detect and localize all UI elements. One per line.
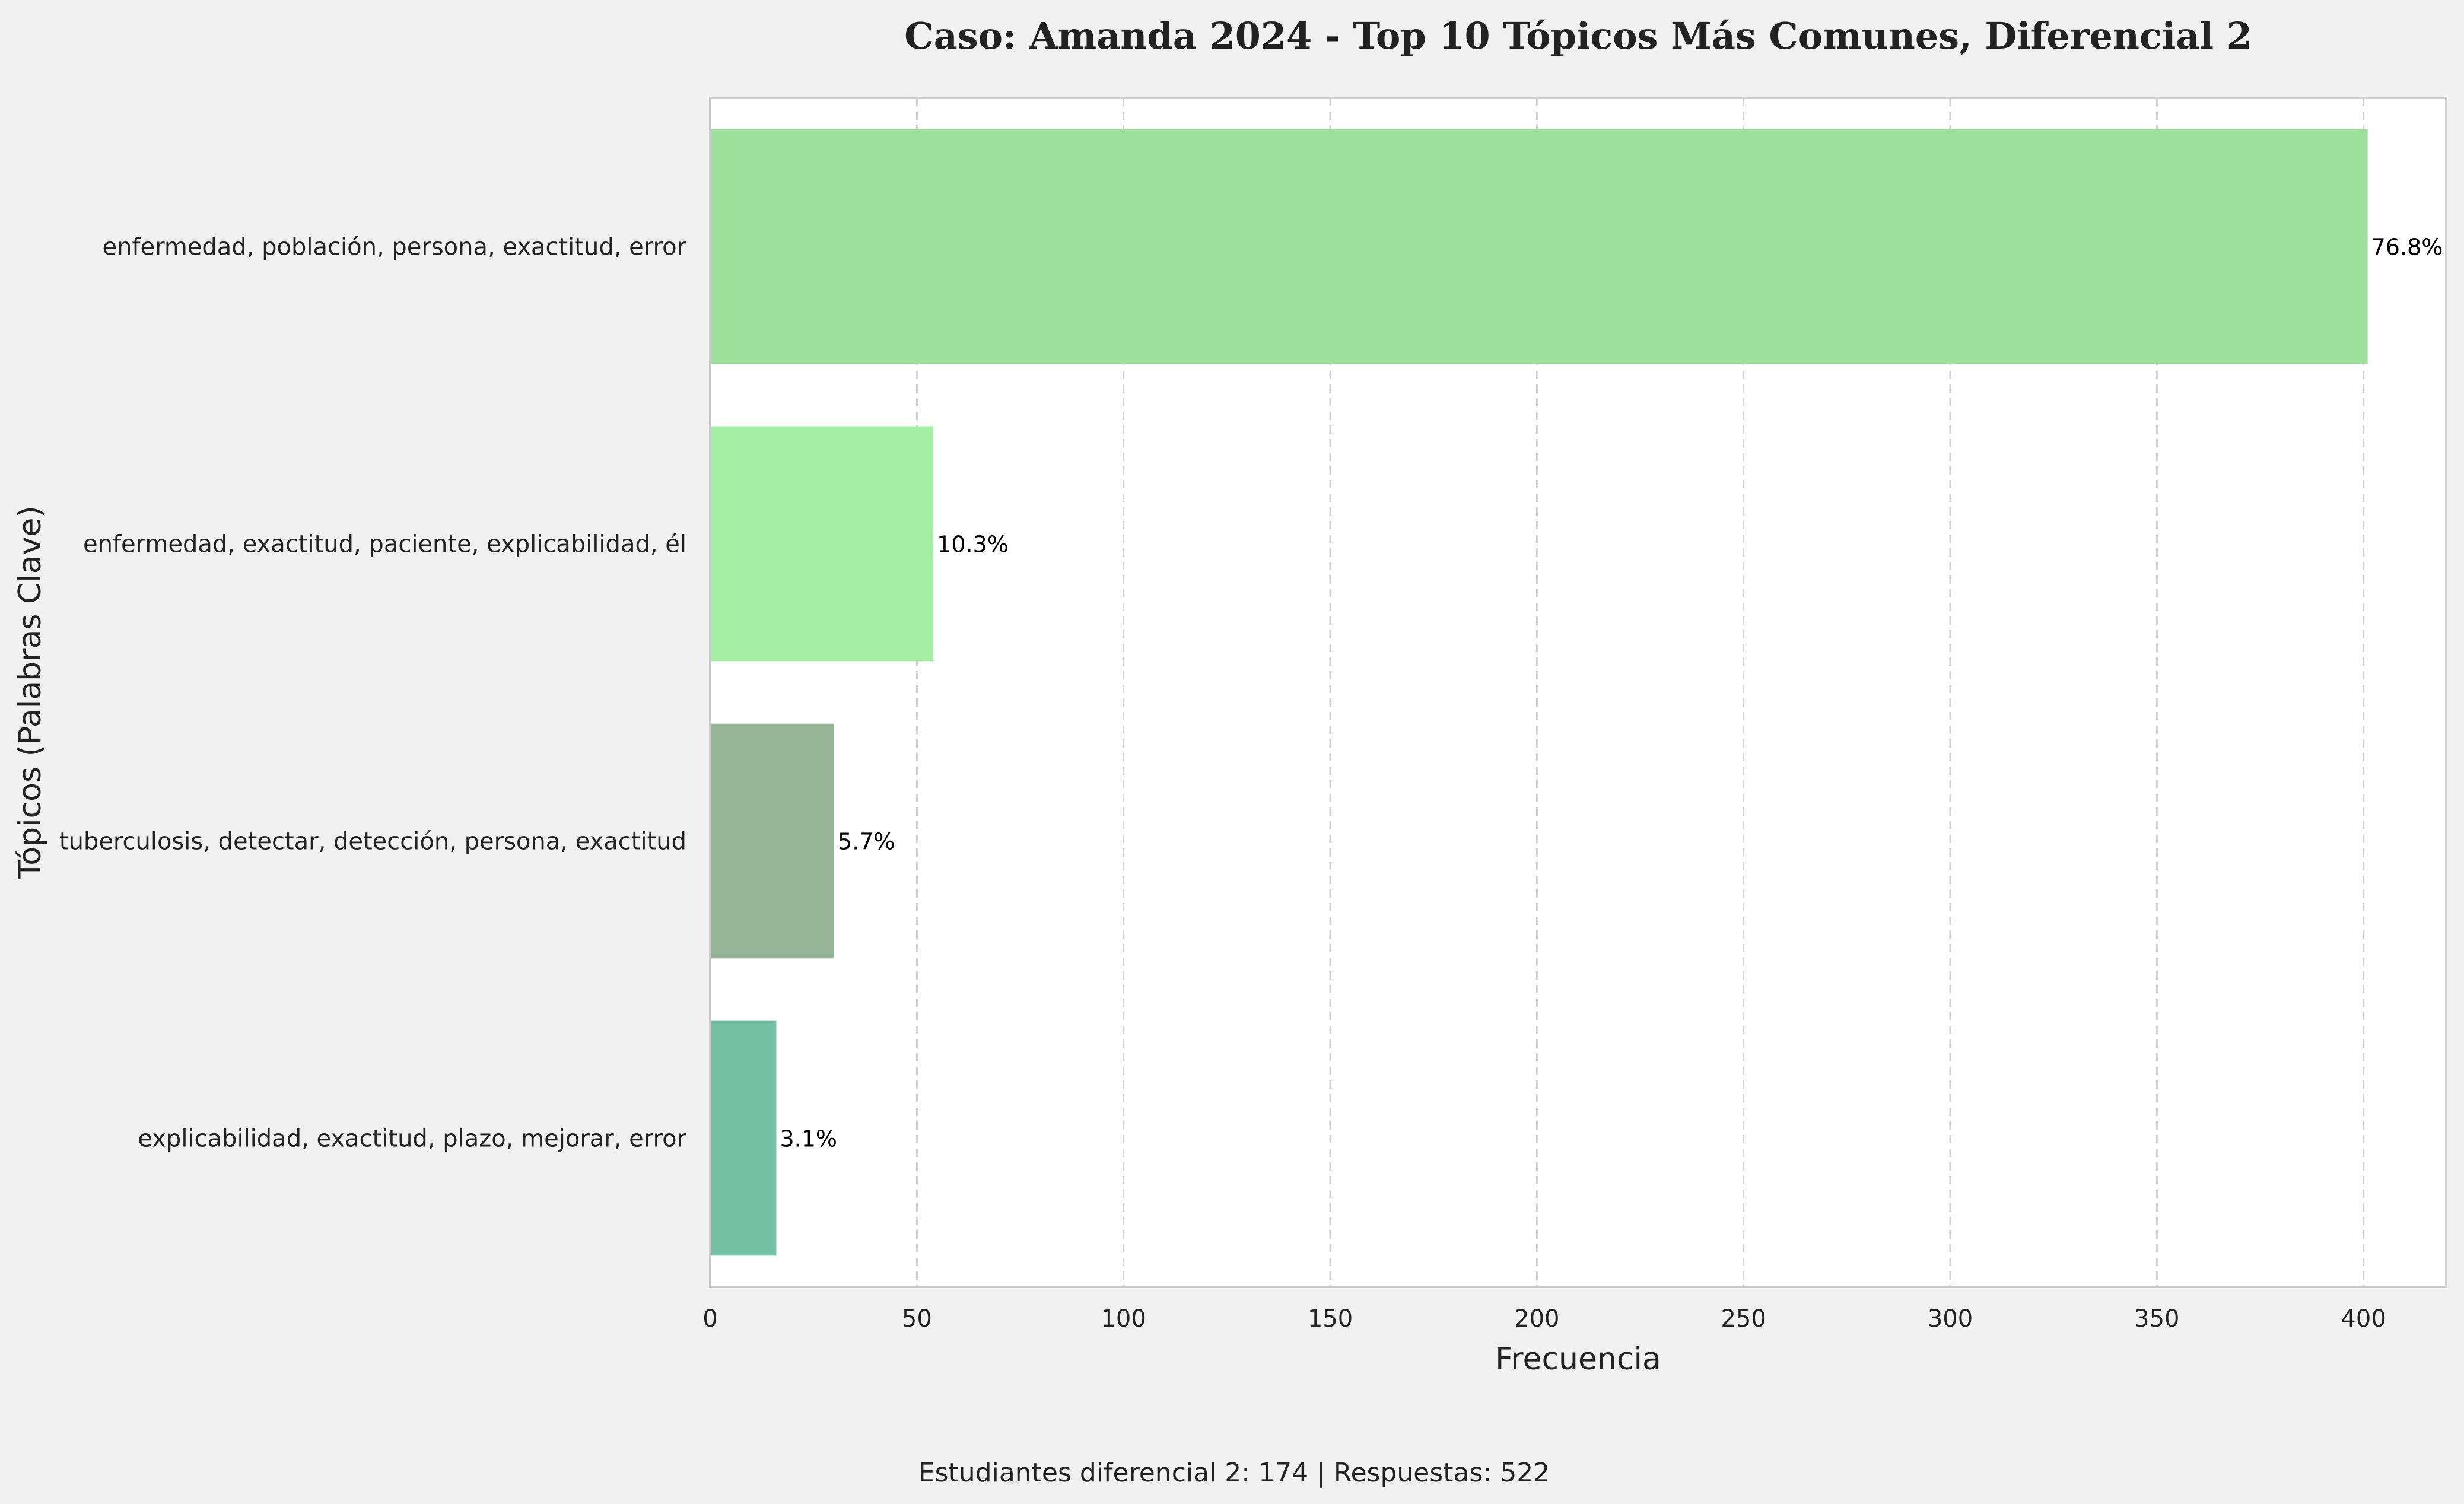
x-tick-label: 350 — [2134, 1305, 2179, 1333]
y-tick-label: explicabilidad, exactitud, plazo, mejora… — [138, 1125, 686, 1153]
footnote: Estudiantes diferencial 2: 174 | Respues… — [918, 1458, 1550, 1488]
y-tick-label: enfermedad, exactitud, paciente, explica… — [83, 531, 686, 558]
x-tick-label: 250 — [1721, 1305, 1766, 1333]
data-label: 3.1% — [780, 1126, 837, 1152]
plot-frame — [709, 97, 2447, 1288]
x-tick-label: 300 — [1928, 1305, 1973, 1333]
bar — [710, 723, 834, 959]
x-axis-ticks: 0 50 100 150 200 250 300 350 400 — [702, 1305, 2386, 1333]
bar — [710, 426, 934, 662]
x-tick-label: 50 — [902, 1305, 932, 1333]
data-label: 76.8% — [2371, 234, 2443, 260]
x-tick-label: 150 — [1308, 1305, 1353, 1333]
x-tick-label: 400 — [2341, 1305, 2386, 1333]
x-tick-label: 0 — [702, 1305, 717, 1333]
chart-title: Caso: Amanda 2024 - Top 10 Tópicos Más C… — [904, 14, 2252, 58]
bar — [710, 1020, 777, 1256]
y-tick-label: enfermedad, población, persona, exactitu… — [102, 234, 686, 261]
bar — [710, 129, 2368, 364]
y-tick-label: tuberculosis, detectar, detección, perso… — [59, 828, 686, 856]
bars — [710, 129, 2368, 1256]
x-axis-label: Frecuencia — [1495, 1341, 1661, 1377]
y-axis-ticks: enfermedad, población, persona, exactitu… — [59, 234, 687, 1153]
x-tick-label: 200 — [1514, 1305, 1559, 1333]
data-label: 10.3% — [937, 532, 1009, 558]
data-labels: 76.8% 10.3% 5.7% 3.1% — [780, 234, 2443, 1152]
y-axis-label: Tópicos (Palabras Clave) — [12, 505, 48, 879]
x-tick-label: 100 — [1101, 1305, 1146, 1333]
data-label: 5.7% — [838, 829, 895, 855]
